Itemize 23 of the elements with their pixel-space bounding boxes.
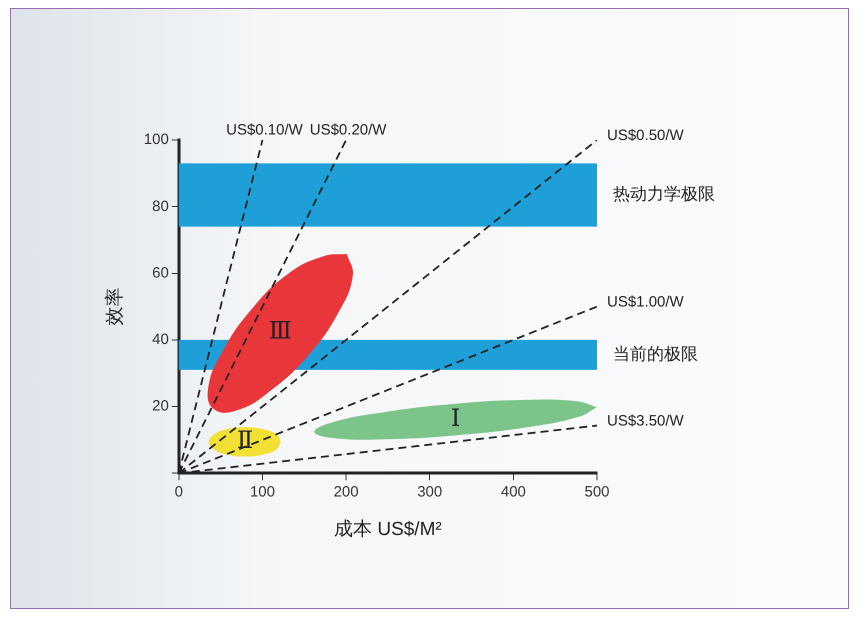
series-label: US$0.10/W (226, 122, 304, 139)
x-tick-label: 200 (334, 483, 359, 500)
series-label: Ⅱ (236, 428, 254, 454)
x-tick-label: 300 (417, 483, 442, 500)
x-tick-label: 400 (500, 483, 526, 500)
y-tick-label: 40 (152, 331, 169, 348)
y-tick-label: 80 (152, 198, 169, 215)
x-tick-label: 500 (584, 483, 610, 500)
x-axis-title: 成本 US$/M² (334, 518, 442, 540)
band-label: 热动力学极限 (613, 184, 715, 204)
y-tick-label: 100 (144, 131, 169, 148)
x-tick-label: 100 (250, 483, 275, 500)
series-label: Ⅰ (450, 406, 460, 432)
series-label: US$0.20/W (310, 122, 388, 139)
y-tick-label: 20 (152, 398, 169, 415)
series-label: US$1.00/W (607, 294, 685, 311)
y-axis-title: 效率 (104, 288, 126, 326)
series-label: Ⅲ (268, 318, 292, 344)
x-tick-label: 0 (174, 483, 183, 500)
series-label: US$0.50/W (607, 127, 685, 144)
band-label: 当前的极限 (613, 344, 698, 364)
y-tick-label: 60 (152, 264, 169, 282)
series-label: US$3.50/W (607, 412, 685, 430)
